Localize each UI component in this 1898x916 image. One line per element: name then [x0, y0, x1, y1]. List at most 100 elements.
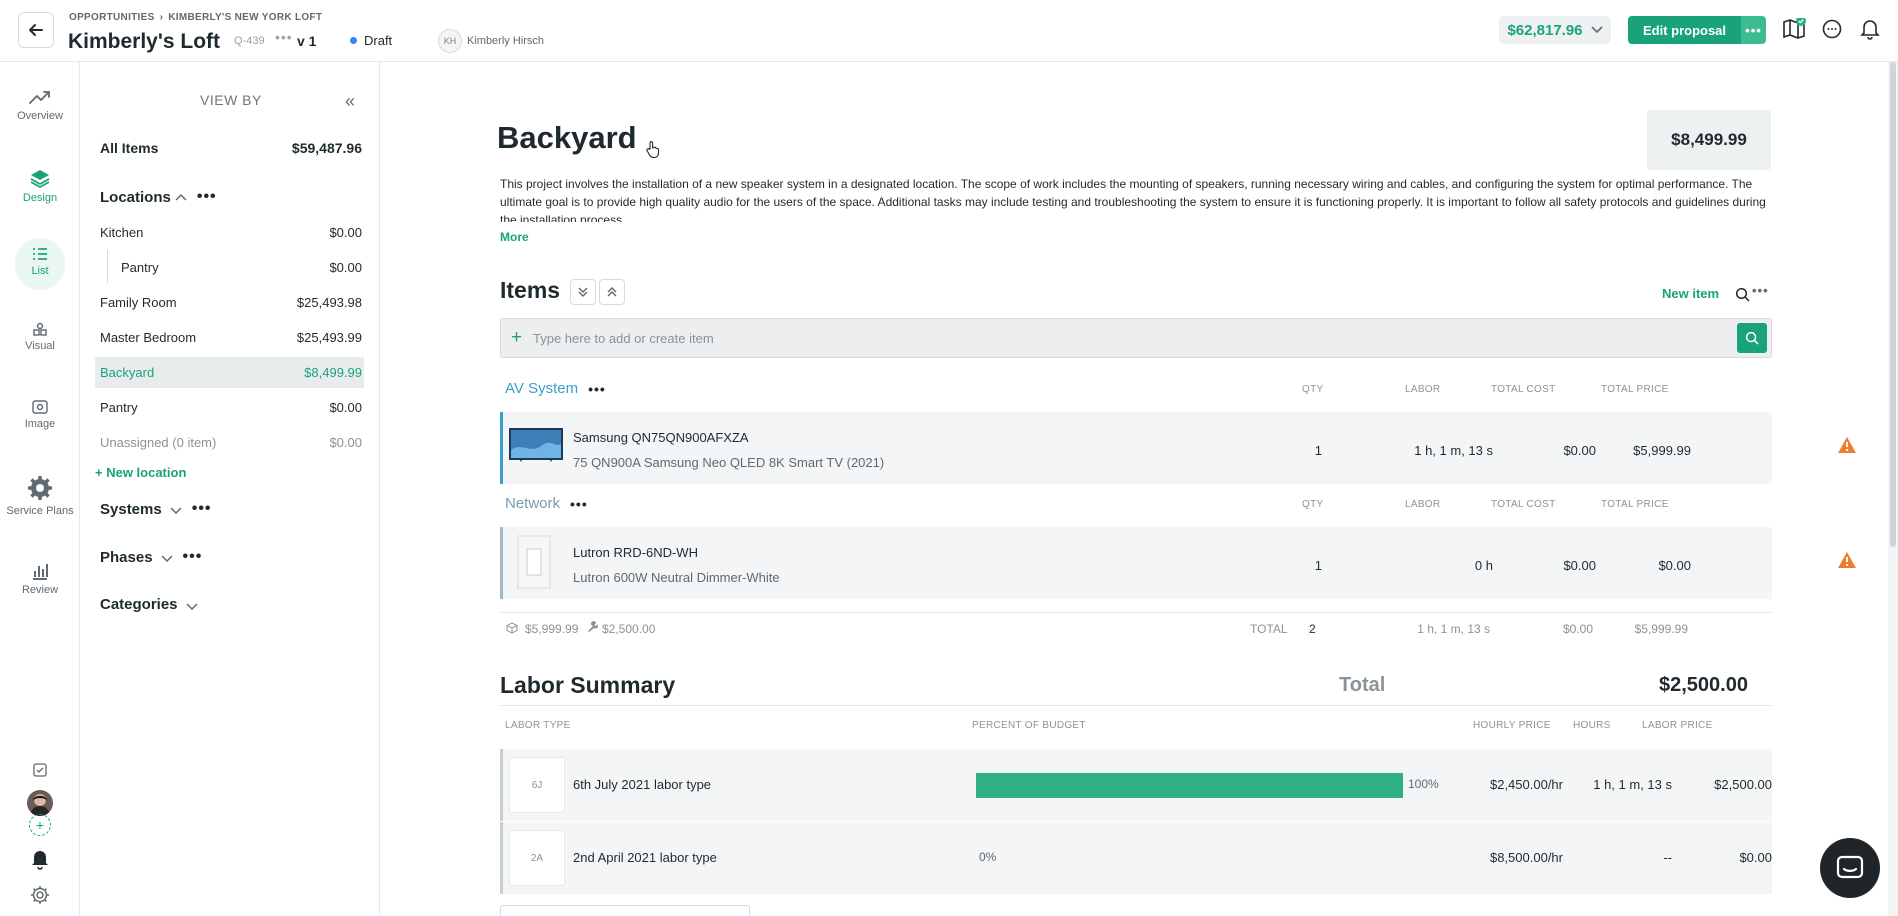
owner-name: Kimberly Hirsch: [467, 35, 545, 47]
items-more-menu[interactable]: •••: [1752, 283, 1769, 298]
quote-more-menu[interactable]: •••: [275, 29, 293, 45]
support-chat-button[interactable]: [1820, 838, 1880, 898]
back-button[interactable]: [18, 12, 54, 48]
rail-review[interactable]: Review: [0, 562, 80, 596]
selected-location-highlight: [95, 357, 364, 388]
add-item-input[interactable]: Type here to add or create item: [533, 331, 714, 346]
search-icon: [1745, 331, 1759, 345]
rail-overview-label: Overview: [17, 110, 63, 122]
book-icon[interactable]: [1781, 16, 1807, 42]
labor-type-badge: 6J: [509, 757, 565, 813]
group-name: AV System: [505, 380, 579, 397]
column-labor: LABOR: [1405, 499, 1441, 510]
sidebar-item-pantry[interactable]: Pantry $0.00: [100, 400, 362, 415]
collapse-all-button[interactable]: [599, 279, 625, 305]
locations-section-header[interactable]: Locations •••: [100, 188, 217, 206]
group-more-menu[interactable]: •••: [588, 380, 606, 397]
location-value: $25,493.99: [296, 330, 362, 345]
item-qty[interactable]: 1: [1314, 558, 1322, 573]
item-name: Samsung QN75QN900AFXZA: [573, 430, 749, 445]
location-label: Kitchen: [100, 225, 144, 240]
totals-labor: 1 h, 1 m, 13 s: [1417, 622, 1490, 636]
chat-icon: [1836, 855, 1864, 879]
phases-section-header[interactable]: Phases •••: [100, 548, 202, 566]
add-member-icon[interactable]: +: [29, 814, 51, 836]
sidebar-item-family-room[interactable]: Family Room $25,493.98: [100, 295, 362, 310]
item-qty[interactable]: 1: [1314, 443, 1322, 458]
sidebar-item-kitchen[interactable]: Kitchen $0.00: [100, 225, 362, 240]
tasks-icon[interactable]: [32, 762, 48, 778]
more-link[interactable]: More: [500, 230, 529, 244]
main-scrollbar[interactable]: [1888, 62, 1898, 916]
rail-design[interactable]: Design: [0, 168, 80, 204]
warning-icon[interactable]: [1837, 436, 1857, 454]
rail-list-label: List: [31, 265, 49, 277]
column-total-cost: TOTAL COST: [1491, 499, 1556, 510]
totals-label: TOTAL: [1250, 622, 1288, 636]
bell-icon[interactable]: [30, 848, 50, 870]
phases-more-menu[interactable]: •••: [182, 548, 203, 565]
labor-row[interactable]: 2A 2nd April 2021 labor type 0% $8,500.0…: [500, 822, 1772, 894]
add-item-search[interactable]: + Type here to add or create item: [500, 318, 1772, 358]
location-value: $8,499.99: [304, 365, 362, 380]
section-title[interactable]: Backyard: [497, 120, 637, 155]
rail-visual[interactable]: Visual: [0, 322, 80, 352]
item-name: Lutron RRD-6ND-WH: [573, 545, 698, 560]
locations-label: Locations: [100, 188, 171, 206]
settings-gear-icon[interactable]: [29, 884, 51, 906]
rail-service-plans[interactable]: Service Plans: [0, 475, 80, 517]
collapse-sidebar-icon[interactable]: «: [345, 91, 356, 111]
tree-connector: [107, 250, 108, 283]
labor-hours: --: [1663, 850, 1672, 865]
new-item-button[interactable]: New item: [1662, 286, 1720, 301]
breadcrumb-opportunities[interactable]: OPPORTUNITIES: [69, 12, 155, 23]
proposal-total-dropdown[interactable]: $62,817.96: [1499, 16, 1611, 44]
warning-icon[interactable]: [1837, 551, 1857, 569]
list-icon: [33, 248, 47, 260]
systems-more-menu[interactable]: •••: [191, 500, 212, 517]
bell-icon[interactable]: [1857, 16, 1883, 42]
item-total-price: $0.00: [1658, 558, 1691, 573]
rail-visual-label: Visual: [25, 340, 55, 352]
expand-all-button[interactable]: [570, 279, 596, 305]
user-avatar[interactable]: [27, 790, 53, 816]
sidebar-item-unassigned[interactable]: Unassigned (0 item) $0.00: [100, 435, 362, 450]
categories-section-header[interactable]: Categories: [100, 596, 198, 613]
sidebar-item-all-items[interactable]: All Items $59,487.96: [100, 140, 362, 156]
sidebar-item-master-bedroom[interactable]: Master Bedroom $25,493.99: [100, 330, 362, 345]
main-content: Backyard $8,499.99 This project involves…: [381, 62, 1898, 916]
location-value: $0.00: [329, 400, 362, 415]
group-more-menu[interactable]: •••: [570, 495, 588, 512]
item-row[interactable]: Lutron RRD-6ND-WH Lutron 600W Neutral Di…: [500, 527, 1856, 599]
sidebar-item-backyard[interactable]: Backyard $8,499.99: [100, 365, 362, 380]
chat-bubble-icon[interactable]: [1819, 16, 1845, 42]
edit-proposal-button[interactable]: Edit proposal: [1628, 16, 1741, 44]
item-row[interactable]: Samsung QN75QN900AFXZA 75 QN900A Samsung…: [500, 412, 1856, 484]
location-label: Family Room: [100, 295, 177, 310]
breadcrumb-project[interactable]: KIMBERLY'S NEW YORK LOFT: [168, 12, 323, 23]
status-badge[interactable]: Draft: [350, 33, 392, 48]
version-label[interactable]: v 1: [297, 33, 317, 49]
rail-list-highlight: [15, 238, 65, 290]
systems-section-header[interactable]: Systems •••: [100, 500, 212, 518]
rail-image[interactable]: Image: [0, 400, 80, 430]
item-total-price: $5,999.99: [1633, 443, 1691, 458]
item-total-cost: $0.00: [1563, 443, 1596, 458]
sidebar-item-pantry-sub[interactable]: Pantry $0.00: [121, 260, 362, 275]
edit-more-button[interactable]: •••: [1741, 16, 1766, 44]
labor-row[interactable]: 6J 6th July 2021 labor type 100% $2,450.…: [500, 749, 1772, 821]
locations-more-menu[interactable]: •••: [196, 188, 217, 205]
totals-price: $5,999.99: [1634, 622, 1688, 636]
item-labor: 0 h: [1474, 558, 1493, 573]
group-network[interactable]: Network •••: [505, 495, 588, 512]
search-icon[interactable]: [1735, 287, 1750, 302]
owner-avatar[interactable]: KH: [438, 29, 462, 53]
new-location-link[interactable]: + New location: [95, 465, 187, 480]
nav-rail: Overview Design List Visual Image Servic…: [0, 62, 80, 916]
rail-list[interactable]: List: [0, 247, 80, 277]
rail-overview[interactable]: Overview: [0, 88, 80, 122]
search-submit-button[interactable]: [1737, 323, 1767, 353]
partial-input-box[interactable]: [500, 905, 750, 916]
scrollbar-thumb[interactable]: [1890, 62, 1896, 547]
group-av-system[interactable]: AV System •••: [505, 380, 606, 397]
